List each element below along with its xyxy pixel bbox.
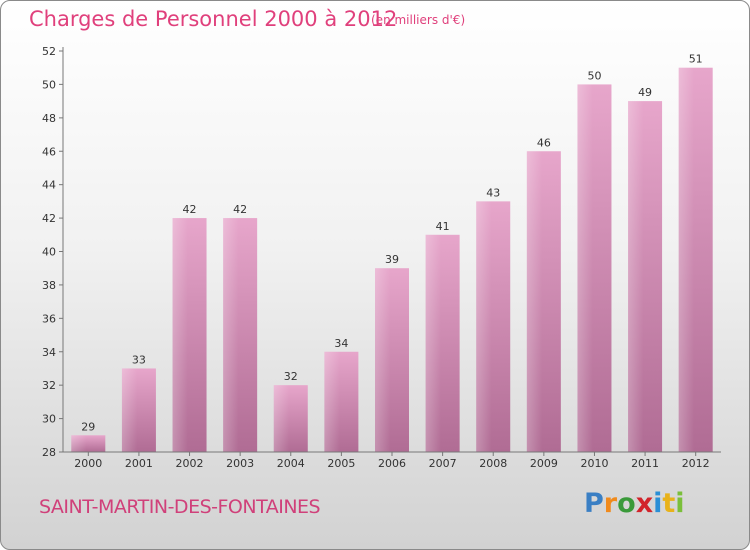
bar-highlight [172, 218, 188, 452]
bar-highlight [223, 218, 239, 452]
data-label: 34 [334, 337, 348, 350]
y-tick-label: 32 [42, 379, 56, 392]
bar-highlight [476, 201, 492, 452]
data-label: 42 [233, 203, 247, 216]
y-tick-label: 42 [42, 212, 56, 225]
y-tick-label: 28 [42, 446, 56, 459]
data-label: 33 [132, 353, 146, 366]
y-tick-label: 30 [42, 413, 56, 426]
bar-highlight [375, 268, 391, 452]
bar-highlight [577, 84, 593, 453]
data-label: 39 [385, 253, 399, 266]
bar-highlight [526, 151, 543, 452]
x-tick-label: 2003 [226, 457, 254, 470]
commune-name: SAINT-MARTIN-DES-FONTAINES [39, 496, 321, 518]
y-tick-label: 34 [42, 346, 56, 359]
x-tick-label: 2000 [74, 457, 102, 470]
data-label: 29 [81, 420, 95, 433]
x-tick-label: 2007 [429, 457, 457, 470]
y-tick-label: 52 [42, 45, 56, 58]
bar-highlight [121, 368, 138, 452]
logo-letter: i [653, 488, 663, 519]
x-tick-label: 2001 [125, 457, 153, 470]
y-tick-label: 46 [42, 145, 56, 158]
y-tick-label: 48 [42, 112, 56, 125]
logo-letter: x [635, 488, 654, 519]
data-label: 51 [689, 53, 703, 66]
data-label: 46 [537, 136, 551, 149]
data-label: 41 [436, 220, 450, 233]
x-tick-label: 2002 [176, 457, 204, 470]
bar-highlight [628, 101, 644, 452]
x-tick-label: 2012 [682, 457, 710, 470]
chart-title: Charges de Personnel 2000 à 2012 [29, 7, 398, 31]
data-label: 49 [638, 86, 652, 99]
logo-letter: o [617, 488, 636, 519]
x-tick-label: 2008 [479, 457, 507, 470]
data-label: 32 [284, 370, 298, 383]
x-tick-label: 2010 [580, 457, 608, 470]
logo-letter: P [584, 488, 604, 519]
x-tick-label: 2006 [378, 457, 406, 470]
y-tick-label: 50 [42, 78, 56, 91]
x-tick-label: 2009 [530, 457, 558, 470]
logo-letter: t [662, 488, 676, 519]
bar-highlight [324, 351, 340, 452]
y-tick-label: 40 [42, 246, 56, 259]
chart-subtitle: (en milliers d'€) [371, 13, 466, 27]
logo-letter: i [675, 488, 685, 519]
bar-highlight [273, 385, 290, 452]
bar-highlight [425, 234, 441, 452]
data-label: 42 [183, 203, 197, 216]
proxiti-logo: Proxiti [584, 488, 685, 519]
x-tick-label: 2005 [327, 457, 355, 470]
x-tick-label: 2011 [631, 457, 659, 470]
y-tick-label: 36 [42, 312, 56, 325]
x-tick-label: 2004 [277, 457, 305, 470]
bar-highlight [71, 435, 87, 452]
y-tick-label: 38 [42, 279, 56, 292]
logo-letter: r [603, 488, 618, 519]
data-label: 50 [587, 69, 601, 82]
bar-highlight [678, 67, 694, 452]
data-label: 43 [486, 186, 500, 199]
y-tick-label: 44 [42, 179, 56, 192]
